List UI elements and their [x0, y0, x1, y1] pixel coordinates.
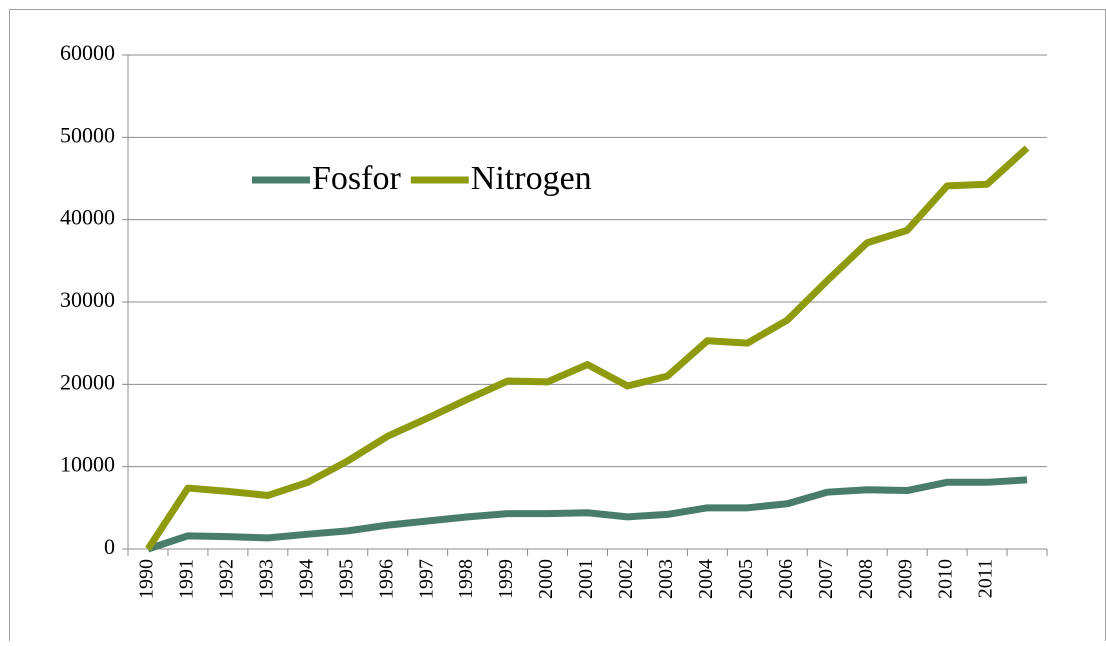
y-tick-label: 60000: [60, 40, 115, 65]
x-tick-label: 2000: [535, 559, 557, 599]
series-line: [145, 145, 1030, 551]
legend: Fosfor Nitrogen: [252, 160, 592, 197]
x-tick-label: 2011: [975, 559, 997, 598]
legend-label: Nitrogen: [471, 160, 592, 197]
y-tick-label: 20000: [60, 369, 115, 394]
x-tick-label: 1997: [415, 559, 437, 599]
series-line: [146, 476, 1028, 553]
y-tick-label: 0: [104, 534, 115, 559]
x-tick-label: 1993: [255, 559, 277, 599]
y-tick-label: 50000: [60, 122, 115, 147]
x-tick-label: 2010: [935, 559, 957, 599]
x-tick-label: 2007: [815, 559, 837, 599]
x-tick-label: 1994: [295, 559, 317, 599]
x-tick-label: 1992: [215, 559, 237, 599]
x-tick-label: 2003: [655, 559, 677, 599]
x-tick-label: 1999: [495, 559, 517, 599]
y-tick-label: 10000: [60, 452, 115, 477]
x-tick-label: 1998: [455, 559, 477, 599]
x-tick-label: 2005: [735, 559, 757, 599]
x-tick-label: 2006: [775, 559, 797, 599]
x-tick-label: 2009: [895, 559, 917, 599]
x-tick-label: 2002: [615, 559, 637, 599]
y-tick-label: 40000: [60, 205, 115, 230]
x-tick-label: 2001: [575, 559, 597, 599]
chart-border: [9, 9, 1106, 646]
legend-label: Fosfor: [312, 160, 401, 197]
x-tick-label: 1991: [176, 559, 198, 599]
x-tick-label: 2008: [855, 559, 877, 599]
x-tick-label: 1995: [335, 559, 357, 599]
x-tick-label: 2004: [695, 559, 717, 599]
x-tick-label: 1996: [375, 559, 397, 599]
y-tick-label: 30000: [60, 287, 115, 312]
x-tick-label: 1990: [136, 559, 158, 599]
